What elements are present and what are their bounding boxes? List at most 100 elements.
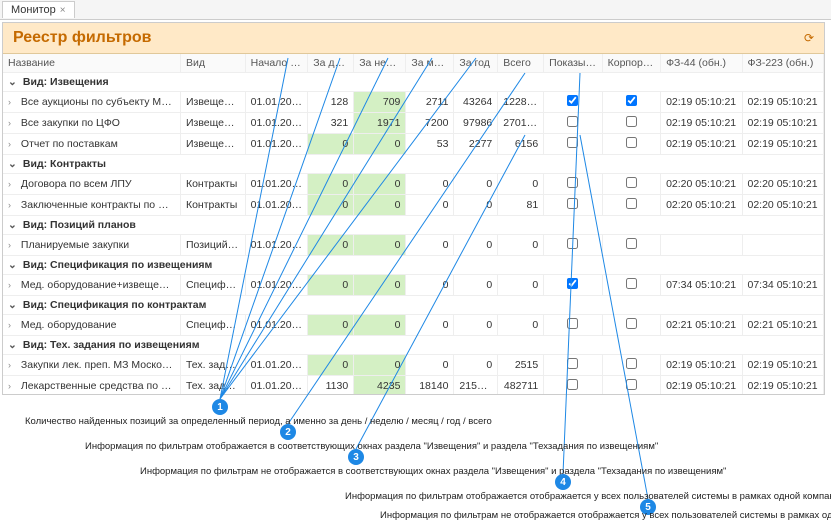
group-row[interactable]: ⌄ Вид: Тех. задания по извещениям [3,336,824,355]
refresh-icon[interactable]: ⟳ [804,31,814,45]
cell-fz44: 02:21 05:10:21 [661,315,742,336]
column-header-year[interactable]: За год [454,54,498,73]
grid-scroll[interactable]: НазваниеВидНачало поискаЗа деньЗа неделю… [3,54,824,394]
cell-week: 0 [354,195,406,216]
cell-show[interactable] [544,275,602,296]
chevron-right-icon[interactable]: › [8,320,18,330]
corp-checkbox[interactable] [626,358,637,369]
corp-checkbox[interactable] [626,95,637,106]
group-row[interactable]: ⌄ Вид: Контракты [3,155,824,174]
column-header-name[interactable]: Название [3,54,180,73]
group-row[interactable]: ⌄ Вид: Спецификация по извещениям [3,256,824,275]
cell-corp[interactable] [602,235,660,256]
cell-day: 0 [308,235,354,256]
column-header-week[interactable]: За неделю [354,54,406,73]
chevron-right-icon[interactable]: › [8,200,18,210]
cell-type: Позиций пл... [180,235,245,256]
corp-checkbox[interactable] [626,198,637,209]
chevron-right-icon[interactable]: › [8,179,18,189]
cell-start: 01.01.2019 [245,376,308,395]
group-row[interactable]: ⌄ Вид: Извещения [3,73,824,92]
corp-checkbox[interactable] [626,137,637,148]
cell-corp[interactable] [602,174,660,195]
chevron-down-icon[interactable]: ⌄ [8,219,20,231]
cell-corp[interactable] [602,315,660,336]
cell-show[interactable] [544,195,602,216]
cell-show[interactable] [544,174,602,195]
column-header-day[interactable]: За день [308,54,354,73]
panel-header: Реестр фильтров ⟳ [3,23,824,54]
chevron-down-icon[interactable]: ⌄ [8,76,20,88]
chevron-right-icon[interactable]: › [8,118,18,128]
corp-checkbox[interactable] [626,177,637,188]
show-checkbox[interactable] [567,358,578,369]
column-header-fz44[interactable]: ФЗ-44 (обн.) [661,54,742,73]
table-row[interactable]: › Все закупки по ЦФОИзвещения01.01.20193… [3,113,824,134]
cell-corp[interactable] [602,376,660,395]
group-row[interactable]: ⌄ Вид: Позиций планов [3,216,824,235]
column-header-type[interactable]: Вид [180,54,245,73]
corp-checkbox[interactable] [626,278,637,289]
corp-checkbox[interactable] [626,318,637,329]
table-row[interactable]: › Мед. оборудование+извещенияСпецифика..… [3,275,824,296]
chevron-right-icon[interactable]: › [8,381,18,391]
cell-week: 0 [354,134,406,155]
column-header-show[interactable]: Показывать [544,54,602,73]
show-checkbox[interactable] [567,278,578,289]
cell-year: 0 [454,355,498,376]
corp-checkbox[interactable] [626,238,637,249]
corp-checkbox[interactable] [626,379,637,390]
table-row[interactable]: › Договора по всем ЛПУКонтракты01.01.201… [3,174,824,195]
chevron-right-icon[interactable]: › [8,97,18,107]
cell-show[interactable] [544,235,602,256]
show-checkbox[interactable] [567,95,578,106]
cell-corp[interactable] [602,113,660,134]
chevron-right-icon[interactable]: › [8,360,18,370]
corp-checkbox[interactable] [626,116,637,127]
show-checkbox[interactable] [567,116,578,127]
cell-year: 0 [454,275,498,296]
chevron-down-icon[interactable]: ⌄ [8,339,20,351]
close-icon[interactable]: × [60,5,66,16]
column-header-corp[interactable]: Корпорати... [602,54,660,73]
cell-show[interactable] [544,92,602,113]
table-row[interactable]: › Заключенные контракты по СЗФОКонтракты… [3,195,824,216]
column-header-total[interactable]: Всего [498,54,544,73]
show-checkbox[interactable] [567,177,578,188]
cell-corp[interactable] [602,92,660,113]
tab-monitor[interactable]: Монитор × [2,1,75,18]
group-row[interactable]: ⌄ Вид: Спецификация по контрактам [3,296,824,315]
column-header-start[interactable]: Начало поиска [245,54,308,73]
cell-fz223: 02:20 05:10:21 [742,174,824,195]
cell-show[interactable] [544,134,602,155]
show-checkbox[interactable] [567,137,578,148]
show-checkbox[interactable] [567,318,578,329]
cell-corp[interactable] [602,355,660,376]
chevron-right-icon[interactable]: › [8,240,18,250]
table-row[interactable]: › Отчет по поставкамИзвещения01.01.20190… [3,134,824,155]
chevron-right-icon[interactable]: › [8,139,18,149]
cell-corp[interactable] [602,134,660,155]
table-row[interactable]: › Лекарственные средства по все...Тех. з… [3,376,824,395]
table-row[interactable]: › Закупки лек. преп. МЗ Московск...Тех. … [3,355,824,376]
table-row[interactable]: › Мед. оборудованиеСпецифика...01.01.201… [3,315,824,336]
cell-corp[interactable] [602,195,660,216]
chevron-right-icon[interactable]: › [8,280,18,290]
chevron-down-icon[interactable]: ⌄ [8,259,20,271]
cell-show[interactable] [544,376,602,395]
cell-show[interactable] [544,355,602,376]
table-row[interactable]: › Все аукционы по субъекту МоскваИзвещен… [3,92,824,113]
chevron-down-icon[interactable]: ⌄ [8,299,20,311]
cell-show[interactable] [544,315,602,336]
show-checkbox[interactable] [567,238,578,249]
show-checkbox[interactable] [567,198,578,209]
show-checkbox[interactable] [567,379,578,390]
cell-corp[interactable] [602,275,660,296]
table-row[interactable]: › Планируемые закупкиПозиций пл...01.01.… [3,235,824,256]
chevron-down-icon[interactable]: ⌄ [8,158,20,170]
cell-month: 0 [406,235,454,256]
column-header-month[interactable]: За месяц [406,54,454,73]
column-header-fz223[interactable]: ФЗ-223 (обн.) [742,54,824,73]
cell-show[interactable] [544,113,602,134]
cell-start: 01.01.2019 [245,174,308,195]
